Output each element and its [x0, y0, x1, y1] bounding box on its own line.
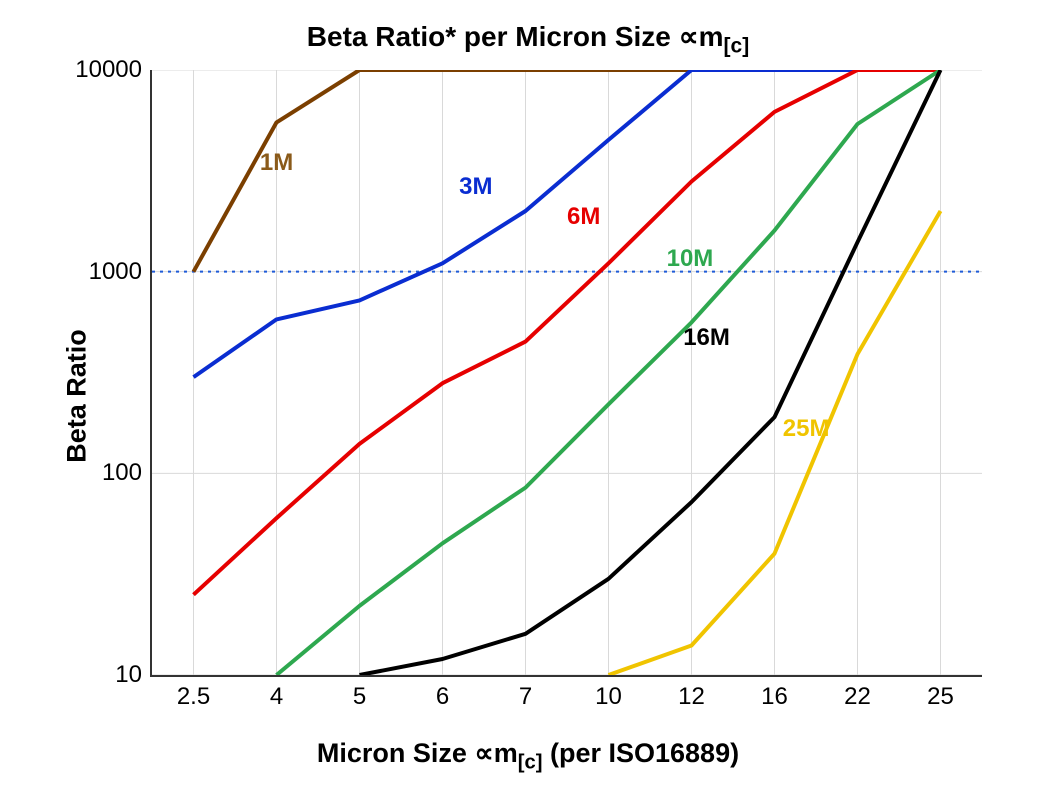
- series-label-10M: 10M: [667, 245, 714, 273]
- x-tick-label: 10: [595, 675, 622, 711]
- x-axis-label: Micron Size ∝m[c] (per ISO16889): [0, 738, 1056, 774]
- x-tick-label: 2.5: [177, 675, 210, 711]
- x-tick-label: 22: [844, 675, 871, 711]
- x-tick-label: 4: [270, 675, 283, 711]
- y-tick-label: 10000: [75, 56, 152, 84]
- series-label-25M: 25M: [783, 415, 830, 443]
- x-tick-label: 7: [519, 675, 532, 711]
- plot-area: 101001000100002.5456710121622251M3M6M10M…: [150, 70, 982, 677]
- series-label-6M: 6M: [567, 203, 600, 231]
- x-tick-label: 16: [761, 675, 788, 711]
- series-label-1M: 1M: [260, 149, 293, 177]
- series-label-3M: 3M: [459, 173, 492, 201]
- chart-container: Beta Ratio* per Micron Size ∝m[c] Beta R…: [0, 0, 1056, 792]
- x-tick-label: 25: [927, 675, 954, 711]
- y-axis-label: Beta Ratio: [61, 329, 92, 463]
- y-tick-label: 10: [115, 661, 152, 689]
- chart-title: Beta Ratio* per Micron Size ∝m[c]: [0, 20, 1056, 59]
- y-tick-label: 1000: [89, 258, 152, 286]
- y-tick-label: 100: [102, 459, 152, 487]
- x-tick-label: 12: [678, 675, 705, 711]
- x-tick-label: 6: [436, 675, 449, 711]
- x-tick-label: 5: [353, 675, 366, 711]
- series-label-16M: 16M: [683, 324, 730, 352]
